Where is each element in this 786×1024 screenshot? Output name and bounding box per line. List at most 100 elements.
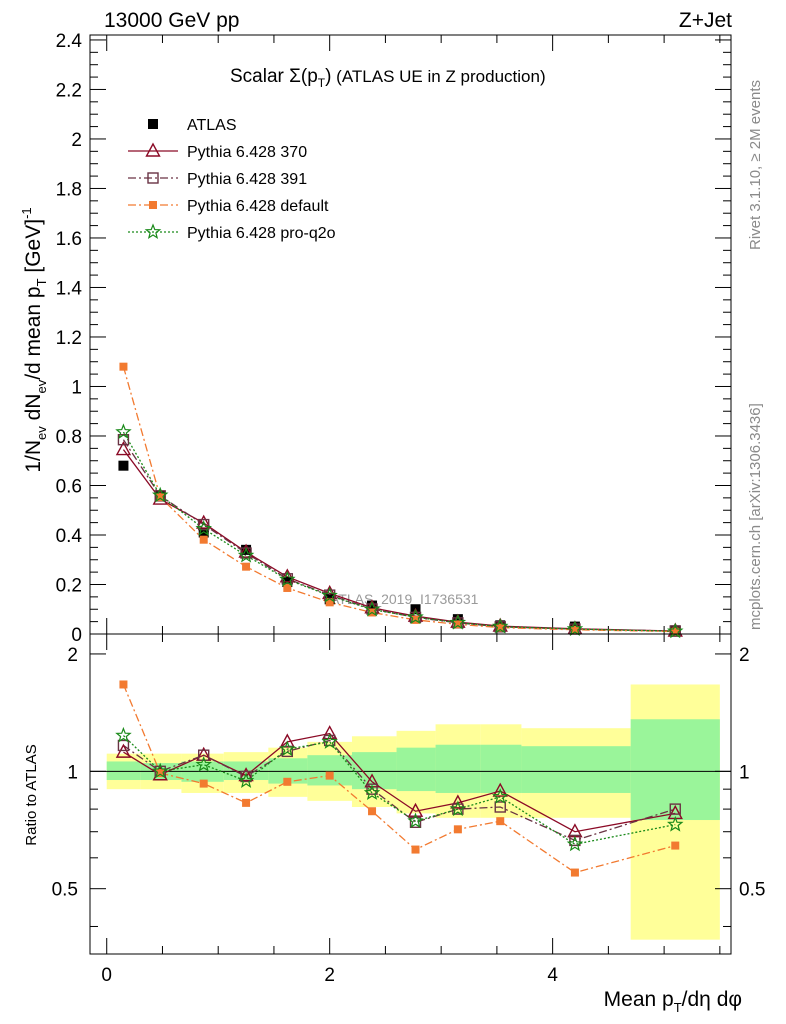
ratio-y-tick-label-right: 0.5 [739, 880, 765, 901]
ratio-x-axis: 0 2 4 [101, 634, 721, 986]
ratio-y-axis-label: Ratio to ATLAS [23, 744, 40, 845]
ratio-data-point [363, 784, 381, 800]
ratio-data-point [449, 800, 467, 817]
ratio-inner-band [630, 719, 720, 821]
ratio-data-point [411, 845, 420, 854]
ratio-data-point [570, 868, 579, 877]
main-y-tick-label: 1.8 [56, 179, 82, 200]
x-axis-label: Mean pT/dη dφ [604, 988, 742, 1015]
ratio-inner-band [307, 755, 352, 786]
main-y-tick-label: 1.2 [56, 328, 82, 349]
ratio-y-axis: 0.5 0.5 1 1 2 2 [52, 645, 765, 927]
main-y-tick-label: 2.2 [56, 80, 82, 101]
main-data-point [118, 460, 129, 471]
ratio-data-point [321, 733, 338, 749]
main-data-point [363, 600, 381, 617]
ratio-data-point [494, 801, 506, 813]
main-data-point [492, 617, 509, 634]
main-data-point [566, 620, 584, 637]
main-data-point [198, 518, 210, 531]
ratio-data-point [237, 772, 255, 788]
main-data-point [452, 614, 463, 625]
ratio-y-tick-label-right: 1 [739, 762, 750, 783]
ratio-data-point [156, 769, 165, 778]
ratio-y-tick-label: 0.5 [52, 880, 78, 901]
main-data-point [449, 613, 467, 630]
ratio-panel: 0.5 0.5 1 1 2 2 0 2 4 [52, 633, 765, 986]
x-tick-label: 4 [547, 965, 558, 986]
ratio-frame [89, 633, 732, 955]
legend-label: Pythia 6.428 default [187, 198, 329, 215]
ratio-series-points [115, 680, 684, 877]
main-data-point [199, 535, 208, 544]
main-y-tick-label: 1 [71, 377, 82, 398]
ratio-data-point [242, 798, 251, 807]
energy-label: 13000 GeV pp [104, 9, 239, 32]
main-y-tick-label: 2 [71, 130, 82, 151]
main-y-tick-label: 2.4 [56, 31, 83, 52]
main-data-point [570, 625, 579, 634]
ratio-data-point [325, 771, 334, 780]
main-data-point [195, 520, 213, 536]
ratio-data-point [671, 841, 680, 850]
main-data-point [115, 423, 132, 440]
x-tick-label: 2 [324, 965, 335, 986]
main-data-point [453, 620, 462, 629]
main-data-point [115, 441, 132, 456]
ratio-data-point [453, 825, 462, 834]
main-data-point [237, 546, 255, 563]
ratio-data-point [151, 762, 169, 779]
main-series-line [122, 366, 676, 633]
main-data-point [321, 586, 338, 603]
ratio-data-point [407, 812, 424, 829]
ratio-data-point [669, 803, 681, 815]
main-panel: 0 0.2 0.4 0.6 0.8 1 1.2 1.4 1.6 1.8 2 2.2 2.4 Scalar… [56, 31, 732, 646]
ratio-data-point [569, 834, 581, 847]
main-data-point [325, 598, 334, 607]
main-y-tick-label: 0.4 [56, 526, 83, 547]
main-data-point [407, 608, 424, 625]
ratio-uncertainty-bands [106, 684, 720, 940]
ratio-inner-band [521, 746, 631, 793]
legend-marker [148, 119, 158, 129]
main-data-point [283, 583, 292, 592]
legend-marker [147, 172, 159, 184]
ratio-inner-band [435, 744, 481, 793]
main-data-point [279, 570, 296, 587]
main-series-points [115, 362, 684, 639]
process-label: Z+Jet [679, 9, 732, 32]
legend-label: Pythia 6.428 pro-q2o [187, 225, 336, 242]
rivet-label: Rivet 3.1.10, ≥ 2M events [747, 80, 764, 250]
main-y-tick-label: 1.6 [56, 229, 82, 250]
main-data-point [242, 562, 251, 571]
x-tick-label: 0 [101, 965, 112, 986]
ratio-inner-band [106, 761, 141, 781]
ratio-data-point [492, 788, 509, 804]
ratio-data-point [195, 756, 213, 772]
ratio-data-point [198, 749, 210, 761]
ratio-data-point [240, 770, 252, 783]
ratio-data-point [368, 807, 377, 816]
main-y-tick-label: 0.6 [56, 476, 82, 497]
ratio-y-tick-label-right: 2 [739, 645, 750, 666]
ratio-y-tick-label: 2 [67, 645, 78, 666]
ratio-data-point [322, 725, 338, 740]
ratio-data-point [496, 817, 505, 826]
svg-text:1/Nev dNev/d mean pT [GeV]-1: 1/Nev dNev/d mean pT [GeV]-1 [19, 207, 49, 472]
main-data-point [367, 600, 378, 611]
ratio-data-point [407, 802, 424, 817]
main-data-point [119, 362, 128, 371]
ratio-data-point [450, 794, 466, 809]
ratio-data-point [238, 767, 254, 782]
ratio-data-point [281, 745, 294, 758]
ratio-series-line [122, 735, 676, 845]
ratio-data-point [117, 739, 130, 752]
ratio-data-point [452, 803, 464, 815]
legend-label: Pythia 6.428 370 [187, 144, 307, 161]
legend-marker [149, 201, 157, 209]
main-data-point [151, 486, 169, 503]
legend-label: Pythia 6.428 391 [187, 171, 307, 188]
watermark: ATLAS_2019_I1736531 [330, 591, 479, 607]
ratio-data-point [119, 680, 128, 689]
main-data-point [494, 621, 506, 633]
